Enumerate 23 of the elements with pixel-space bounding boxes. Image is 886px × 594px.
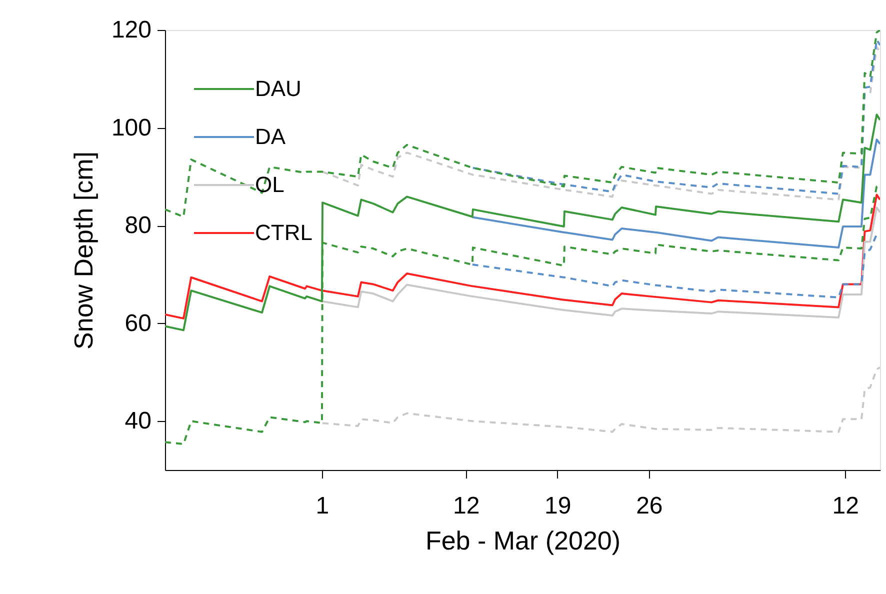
line-series bbox=[321, 206, 880, 318]
y-tick-label: 60 bbox=[124, 310, 152, 337]
legend-label: DAU bbox=[255, 76, 302, 101]
y-tick-label: 120 bbox=[111, 16, 152, 44]
x-tick-label: 19 bbox=[544, 492, 572, 520]
line-series bbox=[321, 366, 880, 433]
line-series bbox=[321, 46, 880, 201]
y-axis-title: Snow Depth [cm] bbox=[68, 152, 98, 350]
x-tick-label: 12 bbox=[832, 492, 859, 520]
legend-label: CTRL bbox=[255, 220, 312, 245]
x-tick-label: 26 bbox=[636, 492, 663, 520]
line-series bbox=[471, 138, 880, 249]
legend-label: OL bbox=[255, 172, 284, 197]
x-axis-title: Feb - Mar (2020) bbox=[425, 526, 621, 556]
y-tick-label: 80 bbox=[124, 212, 152, 240]
x-tick-label: 1 bbox=[316, 492, 330, 520]
line-series bbox=[472, 38, 880, 195]
line-series bbox=[165, 194, 880, 320]
line-series bbox=[471, 233, 880, 298]
y-tick-label: 100 bbox=[111, 114, 152, 142]
legend-label: DA bbox=[255, 124, 286, 149]
y-tick-label: 40 bbox=[124, 408, 152, 435]
x-tick-label: 12 bbox=[452, 492, 480, 520]
